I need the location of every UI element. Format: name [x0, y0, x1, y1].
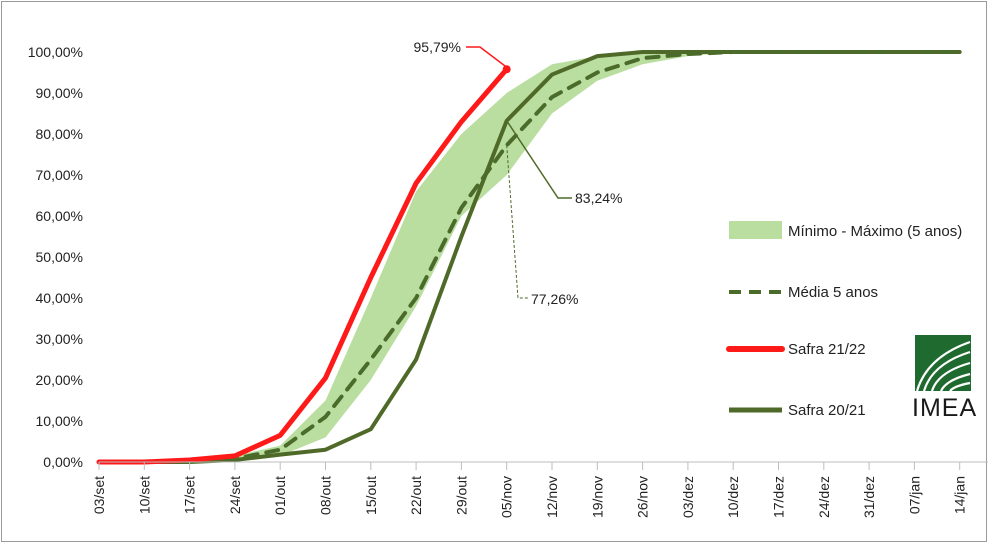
legend-swatch-min-max: [729, 221, 782, 239]
x-tick-label: 17/set: [182, 476, 198, 514]
annotation-layer: 95,79% 83,24% 77,26%: [414, 39, 623, 307]
x-tick-label: 31/dez: [861, 476, 877, 518]
x-tick-label: 03/dez: [680, 476, 696, 518]
y-tick-label: 10,00%: [36, 413, 83, 429]
x-tick-label: 24/set: [227, 476, 243, 514]
x-tick-label: 10/dez: [725, 476, 741, 518]
x-tick-label: 22/out: [408, 476, 424, 515]
min-max-band: [99, 52, 960, 462]
y-tick-label: 80,00%: [36, 126, 83, 142]
imea-logo: IMEA: [912, 335, 977, 422]
x-tick-label: 08/out: [318, 476, 334, 515]
x-tick-label: 14/jan: [952, 476, 968, 514]
x-tick-label: 12/nov: [544, 476, 560, 518]
x-tick-label: 03/set: [91, 476, 107, 514]
y-tick-label: 20,00%: [36, 372, 83, 388]
x-tick-label: 15/out: [363, 476, 379, 515]
annotation-label-95-79: 95,79%: [414, 39, 461, 55]
series-media-5-anos-line: [97, 50, 962, 464]
imea-logo-text: IMEA: [912, 394, 977, 422]
x-tick-label: 01/out: [272, 476, 288, 515]
series-layer: [96, 50, 962, 465]
series-safra-21-22-line: [96, 66, 510, 465]
legend-label-min-max: Mínimo - Máximo (5 anos): [788, 223, 962, 240]
legend-label-media-5-anos: Média 5 anos: [788, 284, 878, 301]
y-tick-label: 100,00%: [28, 44, 83, 60]
x-tick-label: 24/dez: [816, 476, 832, 518]
x-tick-label: 26/nov: [635, 476, 651, 518]
x-tick-label: 07/jan: [906, 476, 922, 514]
x-tick-label: 19/nov: [589, 476, 605, 518]
legend-label-safra-20-21: Safra 20/21: [788, 402, 866, 419]
x-tick-label: 05/nov: [499, 476, 515, 518]
y-tick-label: 50,00%: [36, 249, 83, 265]
imea-logo-mark: [915, 335, 971, 392]
y-tick-label: 70,00%: [36, 167, 83, 183]
x-tick-label: 10/set: [136, 476, 152, 514]
label-leader-83-24: [506, 120, 572, 199]
legend: Mínimo - Máximo (5 anos) Média 5 anos Safr…: [726, 221, 962, 419]
axis-layer: 0,00% 10,00% 20,00% 30,00% 40,00% 50,00% 60,00…: [28, 44, 988, 518]
label-leader-77-26: [506, 145, 528, 299]
y-tick-label: 90,00%: [36, 85, 83, 101]
x-tick-label: 17/dez: [771, 476, 787, 518]
label-leader-95-79: [466, 46, 508, 68]
x-tick-label: 29/out: [453, 476, 469, 515]
y-tick-label: 40,00%: [36, 290, 83, 306]
y-tick-label: 30,00%: [36, 331, 83, 347]
y-tick-label: 0,00%: [43, 454, 83, 470]
annotation-label-77-26: 77,26%: [531, 291, 578, 307]
legend-label-safra-21-22: Safra 21/22: [788, 341, 866, 358]
safra-21-22-end-point: [502, 65, 511, 74]
annotation-label-83-24: 83,24%: [575, 190, 622, 206]
y-tick-label: 60,00%: [36, 208, 83, 224]
band-layer: [99, 52, 960, 462]
